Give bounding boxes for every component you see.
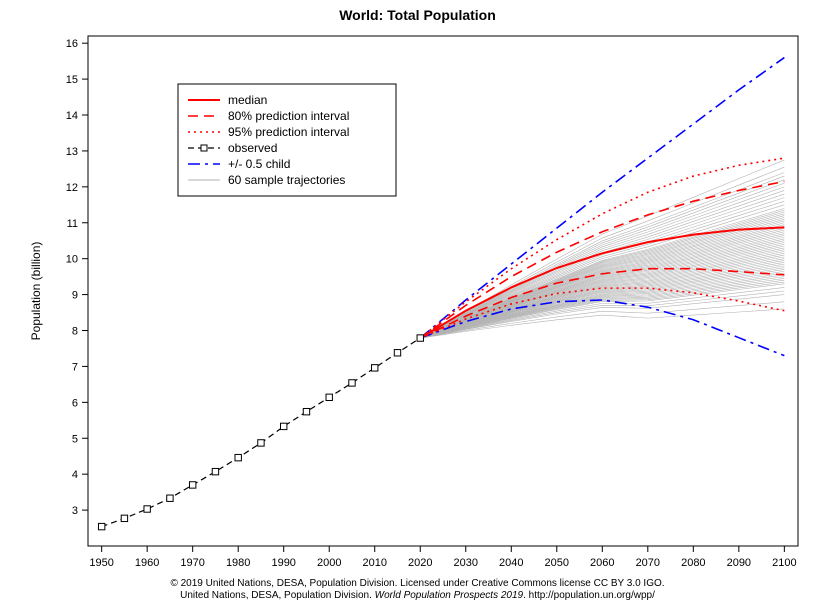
y-tick-label: 11 (67, 218, 78, 230)
observed-marker (167, 495, 173, 501)
observed-marker (417, 335, 423, 341)
observed-marker (394, 350, 400, 356)
legend-label: observed (228, 141, 277, 155)
y-tick-label: 13 (66, 146, 78, 158)
y-tick-label: 3 (72, 505, 78, 517)
legend-label: 80% prediction interval (228, 109, 349, 123)
x-tick-label: 2050 (545, 557, 569, 569)
y-tick-label: 7 (72, 361, 78, 373)
x-tick-label: 1970 (180, 557, 204, 569)
y-tick-label: 16 (66, 38, 78, 50)
x-tick-label: 2010 (362, 557, 386, 569)
observed-marker (121, 515, 127, 521)
y-tick-label: 15 (66, 74, 78, 86)
legend-label: 95% prediction interval (228, 125, 349, 139)
x-tick-label: 2020 (408, 557, 432, 569)
x-tick-label: 2080 (681, 557, 705, 569)
legend-label: +/- 0.5 child (228, 157, 290, 171)
chart-container: World: Total Population 1950 1960 1970 1980 1… (0, 0, 835, 612)
x-tick-label: 2000 (317, 557, 341, 569)
y-tick-label: 5 (72, 433, 78, 445)
observed-marker (281, 423, 287, 429)
legend-label: median (228, 93, 267, 107)
observed-marker (326, 394, 332, 400)
x-tick-label: 2060 (590, 557, 614, 569)
observed-marker (235, 454, 241, 460)
legend-label: 60 sample trajectories (228, 173, 345, 187)
x-tick-label: 2030 (454, 557, 478, 569)
x-tick-label: 2090 (727, 557, 751, 569)
observed-marker (144, 506, 150, 512)
observed-marker (212, 468, 218, 474)
x-tick-label: 2100 (772, 557, 796, 569)
observed-marker (98, 523, 104, 529)
half-child-bound (420, 58, 784, 339)
x-tick-label: 1950 (89, 557, 113, 569)
caption-line-1: © 2019 United Nations, DESA, Population … (170, 578, 664, 589)
observed-marker (372, 365, 378, 371)
observed-marker (303, 408, 309, 414)
observed-marker (189, 482, 195, 488)
legend-marker (201, 145, 207, 151)
y-tick-label: 10 (66, 254, 78, 266)
x-tick-label: 2070 (636, 557, 660, 569)
y-tick-label: 9 (72, 290, 78, 302)
y-tick-label: 8 (72, 326, 78, 338)
y-tick-label: 4 (72, 469, 78, 481)
x-tick-label: 2040 (499, 557, 523, 569)
chart-title: World: Total Population (339, 7, 496, 23)
y-tick-label: 6 (72, 397, 78, 409)
x-tick-label: 1990 (271, 557, 295, 569)
y-tick-label: 12 (66, 182, 78, 194)
chart-svg: World: Total Population 1950 1960 1970 1980 1… (0, 0, 835, 612)
caption-line-2: United Nations, DESA, Population Divisio… (180, 590, 655, 601)
x-tick-label: 1980 (226, 557, 250, 569)
y-axis-label: Population (billion) (29, 242, 43, 341)
y-tick-label: 14 (66, 110, 78, 122)
observed-marker (349, 380, 355, 386)
observed-marker (258, 440, 264, 446)
x-tick-label: 1960 (135, 557, 159, 569)
